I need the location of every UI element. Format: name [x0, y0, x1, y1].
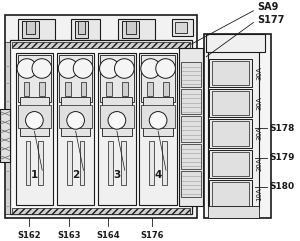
Text: 30A: 30A: [256, 96, 262, 110]
Bar: [206, 34, 265, 52]
Bar: [38, 141, 43, 185]
Bar: [10, 40, 191, 214]
Bar: [24, 82, 29, 96]
Circle shape: [26, 112, 43, 129]
Bar: [147, 82, 153, 96]
Bar: [204, 34, 271, 218]
Bar: [208, 207, 259, 218]
Text: S178: S178: [269, 124, 295, 133]
Bar: [61, 97, 90, 136]
Bar: [26, 141, 30, 185]
Circle shape: [58, 59, 78, 78]
Bar: [18, 55, 51, 102]
Text: 1: 1: [31, 170, 38, 180]
Bar: [141, 105, 175, 128]
Bar: [59, 105, 92, 128]
Bar: [16, 53, 53, 205]
Text: SA9: SA9: [257, 2, 279, 12]
Bar: [78, 20, 86, 34]
Bar: [212, 182, 250, 207]
Bar: [209, 59, 252, 87]
Bar: [140, 53, 177, 205]
Circle shape: [100, 59, 119, 78]
Bar: [179, 48, 203, 207]
Bar: [172, 19, 194, 36]
Bar: [18, 19, 55, 42]
Bar: [5, 42, 10, 214]
Bar: [39, 82, 45, 96]
Circle shape: [108, 112, 126, 129]
Bar: [22, 20, 39, 38]
Circle shape: [32, 59, 52, 78]
Text: 30A: 30A: [256, 127, 262, 141]
Bar: [12, 42, 190, 48]
Bar: [122, 82, 128, 96]
Text: S176: S176: [140, 231, 164, 240]
Text: 20A: 20A: [256, 157, 262, 171]
Bar: [100, 55, 134, 102]
Bar: [212, 121, 250, 146]
Circle shape: [73, 59, 93, 78]
Bar: [212, 61, 250, 85]
Text: 30A: 30A: [256, 66, 262, 80]
Bar: [209, 89, 252, 117]
Bar: [65, 82, 71, 96]
Text: 10A: 10A: [256, 187, 262, 201]
Bar: [18, 105, 51, 128]
Circle shape: [115, 59, 134, 78]
Circle shape: [141, 59, 160, 78]
Text: S180: S180: [269, 182, 294, 191]
Circle shape: [149, 112, 167, 129]
Bar: [149, 141, 154, 185]
Text: S179: S179: [269, 153, 295, 162]
Bar: [5, 15, 197, 218]
Text: 3: 3: [113, 170, 121, 180]
Text: 2: 2: [72, 170, 79, 180]
Bar: [67, 141, 72, 185]
Bar: [143, 97, 173, 136]
Circle shape: [17, 59, 37, 78]
Bar: [102, 97, 132, 136]
Bar: [212, 152, 250, 176]
Bar: [106, 82, 112, 96]
Bar: [80, 141, 85, 185]
Bar: [175, 21, 187, 33]
Bar: [141, 55, 175, 102]
Bar: [71, 19, 100, 42]
Bar: [12, 208, 190, 214]
Bar: [26, 20, 35, 34]
Bar: [162, 141, 167, 185]
Bar: [181, 144, 201, 169]
Text: S164: S164: [96, 231, 120, 240]
Bar: [209, 180, 252, 208]
Circle shape: [156, 59, 176, 78]
Bar: [20, 97, 49, 136]
Bar: [98, 53, 136, 205]
Bar: [100, 105, 134, 128]
Circle shape: [67, 112, 85, 129]
Bar: [181, 89, 201, 114]
Bar: [59, 55, 92, 102]
Text: 4: 4: [154, 170, 162, 180]
Text: S177: S177: [257, 14, 285, 25]
Bar: [181, 62, 201, 87]
Bar: [118, 19, 155, 42]
Bar: [181, 171, 201, 197]
Bar: [57, 53, 94, 205]
Bar: [122, 20, 140, 38]
Bar: [208, 44, 259, 208]
Bar: [121, 141, 126, 185]
Bar: [163, 82, 169, 96]
Bar: [0, 109, 10, 162]
Text: S163: S163: [57, 231, 80, 240]
Bar: [75, 20, 88, 38]
Bar: [80, 82, 86, 96]
Bar: [209, 119, 252, 148]
Bar: [126, 20, 136, 34]
Bar: [212, 91, 250, 115]
Text: S162: S162: [18, 231, 41, 240]
Bar: [181, 116, 201, 142]
Bar: [209, 150, 252, 178]
Bar: [108, 141, 113, 185]
